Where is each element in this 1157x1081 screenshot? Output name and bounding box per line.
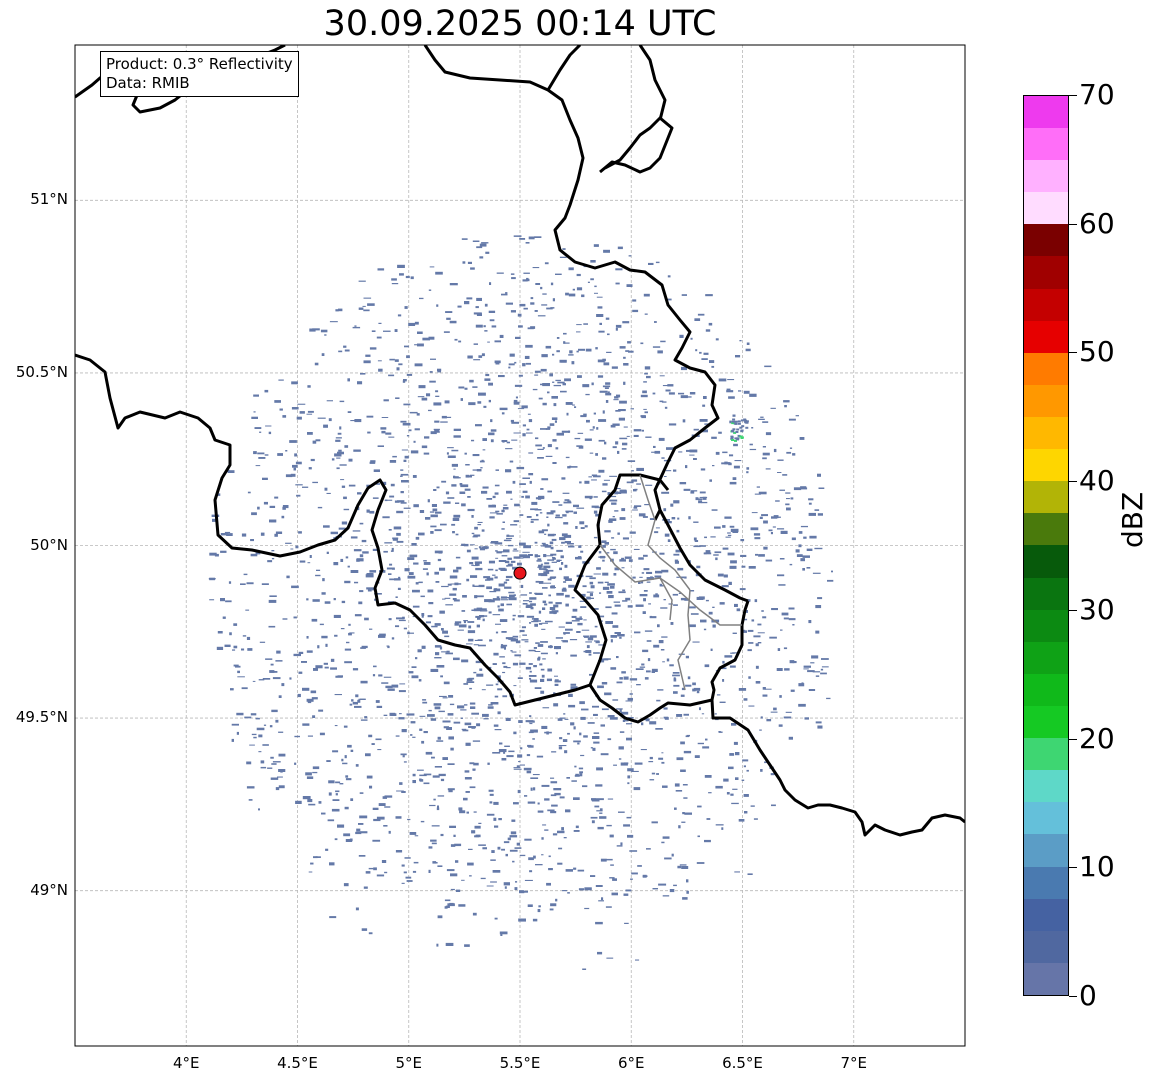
- colorbar-segment-27: [1024, 95, 1068, 129]
- colorbar-tick-5: [1069, 352, 1077, 354]
- radar-site-marker[interactable]: [513, 566, 527, 580]
- lon-label-5: 6.5°E: [722, 1054, 763, 1072]
- colorbar-segment-25: [1024, 160, 1068, 193]
- border-be-fr: [75, 353, 591, 707]
- colorbar-tick-7: [1069, 95, 1077, 96]
- colorbar-tick-0: [1069, 996, 1077, 997]
- colorbar-segment-10: [1024, 641, 1068, 674]
- lon-label-1: 4.5°E: [277, 1054, 318, 1072]
- colorbar-tick-label-7: 70: [1079, 78, 1115, 111]
- product-info-box: Product: 0.3° Reflectivity Data: RMIB: [100, 51, 299, 97]
- border-fr-de: [710, 699, 965, 837]
- colorbar-segment-15: [1024, 481, 1068, 514]
- lon-label-4: 6°E: [617, 1054, 645, 1072]
- colorbar-segment-24: [1024, 192, 1068, 225]
- colorbar-segment-19: [1024, 352, 1068, 385]
- colorbar-segment-13: [1024, 545, 1068, 578]
- colorbar-segment-8: [1024, 706, 1068, 739]
- lat-label-4: 49°N: [30, 880, 68, 899]
- data-source-label: Data: RMIB: [106, 74, 190, 92]
- colorbar-segment-0: [1024, 962, 1068, 995]
- radar-echoes: [208, 232, 834, 970]
- colorbar-segment-16: [1024, 449, 1068, 482]
- colorbar-segment-22: [1024, 256, 1068, 289]
- lon-label-2: 5°E: [395, 1054, 423, 1072]
- colorbar-segment-26: [1024, 128, 1068, 161]
- colorbar-tick-label-2: 20: [1079, 721, 1115, 755]
- colorbar-tick-2: [1069, 738, 1077, 740]
- colorbar-segment-14: [1024, 513, 1068, 546]
- admin-borders: [599, 474, 742, 691]
- border-de-north-lobe: [599, 116, 674, 174]
- lon-label-6: 7°E: [840, 1054, 868, 1072]
- lat-label-0: 51°N: [30, 190, 68, 209]
- colorbar-tick-4: [1069, 481, 1077, 483]
- colorbar-segment-2: [1024, 898, 1068, 931]
- map-title: 30.09.2025 00:14 UTC: [323, 4, 717, 44]
- colorbar-tick-label-1: 10: [1079, 850, 1115, 884]
- colorbar-segment-21: [1024, 288, 1068, 321]
- colorbar-unit-label: dBZ: [1116, 491, 1149, 548]
- colorbar-tick-label-3: 30: [1079, 592, 1115, 626]
- lat-label-2: 50°N: [30, 535, 68, 554]
- graticule: [75, 45, 965, 1046]
- colorbar-tick-label-5: 50: [1079, 335, 1115, 369]
- colorbar-segment-9: [1024, 673, 1068, 707]
- colorbar-tick-1: [1069, 867, 1077, 869]
- border-lu-de-east: [653, 509, 662, 521]
- colorbar-segment-20: [1024, 320, 1068, 353]
- product-label: Product: 0.3° Reflectivity: [106, 55, 293, 73]
- border-lu-fr-de: [588, 600, 750, 724]
- lon-label-3: 5.5°E: [499, 1054, 541, 1072]
- colorbar-tick-label-6: 60: [1079, 206, 1115, 240]
- colorbar-segment-1: [1024, 930, 1068, 963]
- colorbar-segment-17: [1024, 417, 1068, 450]
- lat-label-3: 49.5°N: [15, 708, 68, 727]
- colorbar-tick-6: [1069, 223, 1077, 225]
- border-be-nl-east: [546, 45, 582, 91]
- colorbar-segment-6: [1024, 770, 1068, 803]
- map-frame: [74, 44, 966, 1047]
- colorbar-segment-4: [1024, 834, 1068, 867]
- colorbar-segment-3: [1024, 866, 1068, 899]
- lat-label-1: 50.5°N: [15, 362, 68, 381]
- border-nl-east: [638, 45, 667, 121]
- colorbar-tick-label-0: 0: [1079, 979, 1097, 1012]
- colorbar-tick-label-4: 40: [1079, 464, 1115, 498]
- colorbar-segment-11: [1024, 609, 1068, 642]
- colorbar-segment-5: [1024, 802, 1068, 835]
- colorbar-segment-23: [1024, 224, 1068, 257]
- lon-label-0: 4°E: [172, 1054, 200, 1072]
- colorbar-segment-12: [1024, 577, 1068, 610]
- colorbar-tick-3: [1069, 609, 1077, 611]
- colorbar-segment-7: [1024, 738, 1068, 771]
- border-be-de: [423, 45, 749, 603]
- colorbar-segment-18: [1024, 384, 1068, 418]
- colorbar: [1023, 95, 1069, 996]
